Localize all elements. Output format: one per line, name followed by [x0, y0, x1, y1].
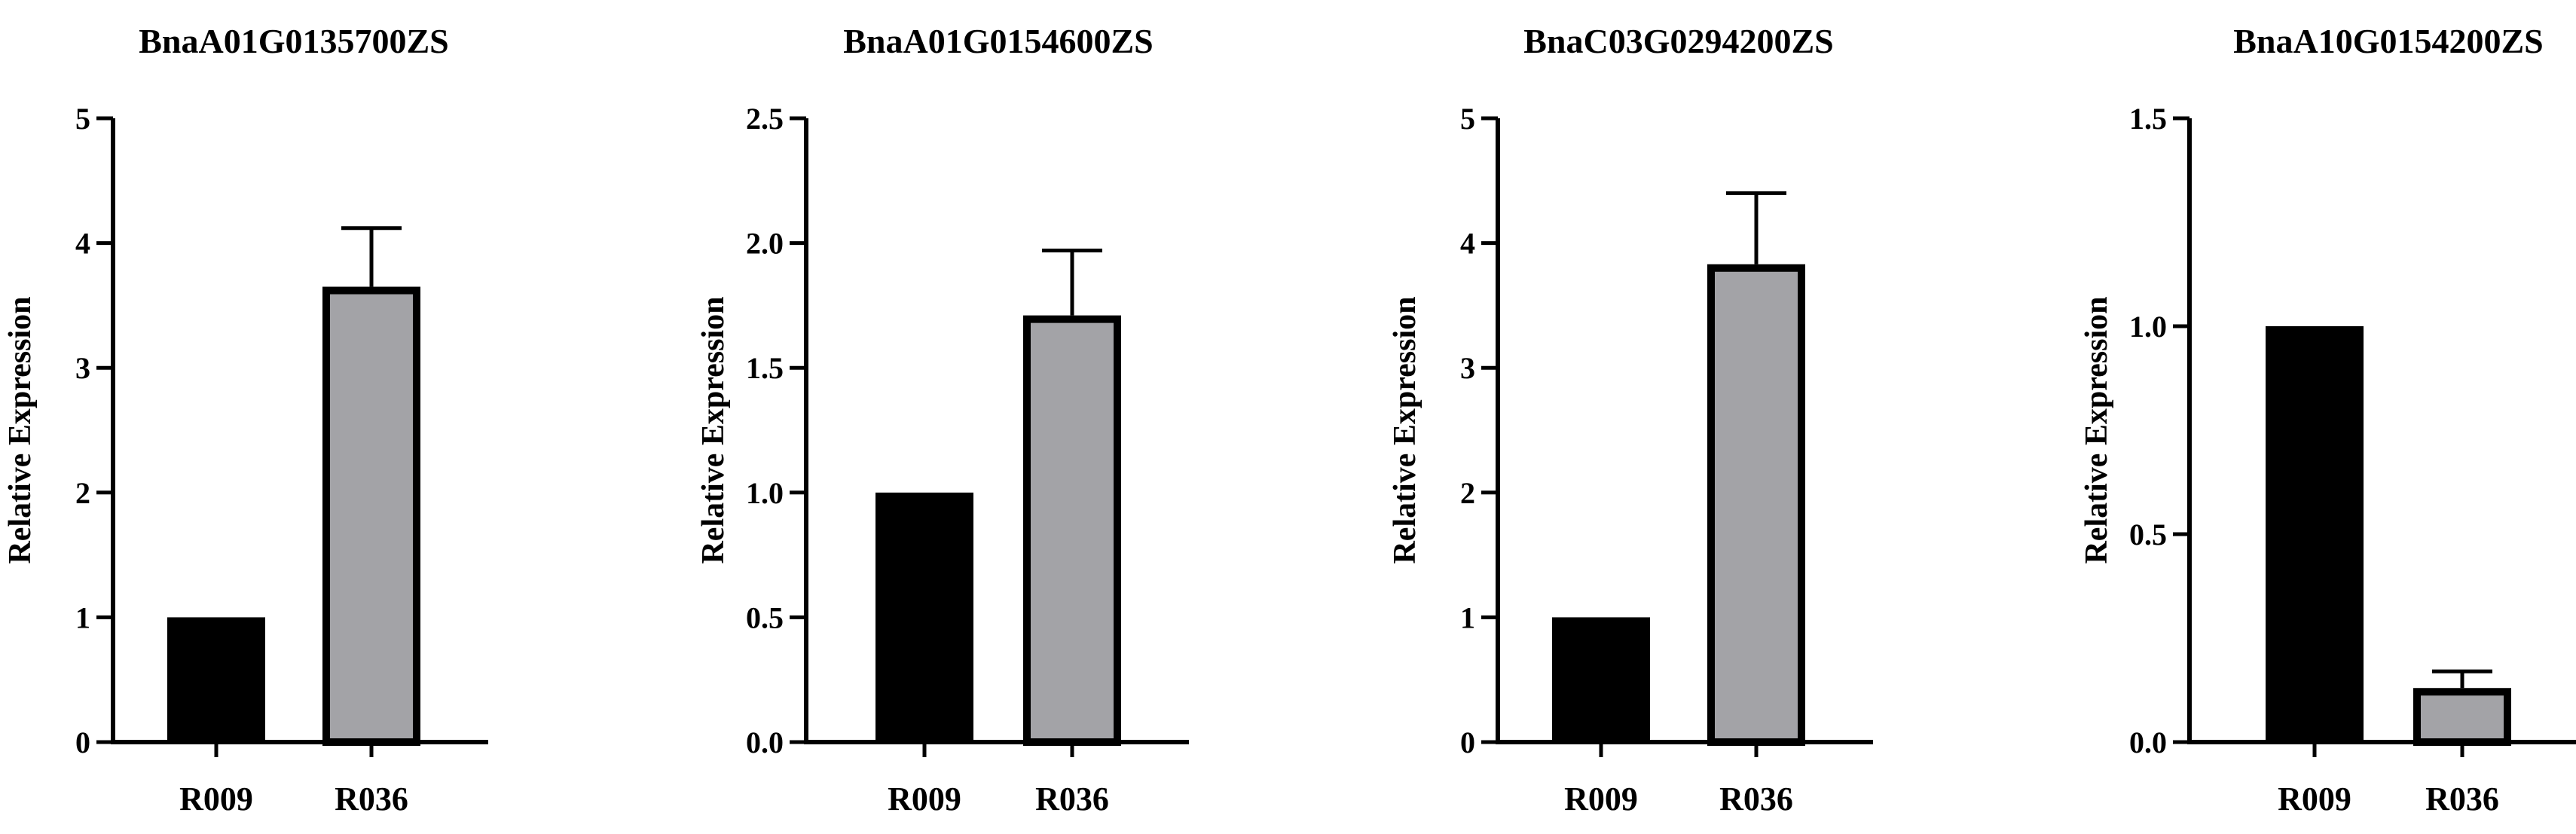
y-axis-label: Relative Expression [696, 296, 731, 564]
y-tick-label: 2.5 [746, 102, 784, 136]
chart-title: BnaA01G0135700ZS [139, 22, 449, 60]
bar [1023, 315, 1121, 746]
bar [1707, 264, 1805, 746]
y-tick-label: 1 [1460, 600, 1475, 634]
bar [875, 492, 973, 742]
y-tick-label: 0 [1460, 726, 1475, 759]
chart-title: BnaA10G0154200ZS [2233, 22, 2544, 60]
y-tick-label: 0.0 [746, 726, 784, 759]
y-tick-label: 0.0 [2129, 726, 2167, 759]
y-tick-label: 2 [1460, 476, 1475, 510]
y-tick-label: 0.5 [2129, 518, 2167, 551]
y-tick-label: 0.5 [746, 600, 784, 634]
x-tick-label: R009 [2278, 781, 2351, 817]
chart-title: BnaC03G0294200ZS [1523, 22, 1834, 60]
bar [1552, 617, 1650, 742]
y-tick-label: 1.0 [746, 476, 784, 510]
x-tick-label: R009 [888, 781, 961, 817]
y-tick-label: 5 [1460, 102, 1475, 136]
y-tick-label: 1 [75, 600, 90, 634]
bar [167, 617, 265, 742]
y-tick-label: 1.5 [746, 351, 784, 385]
y-axis-label: Relative Expression [1388, 296, 1422, 564]
x-tick-label: R036 [1719, 781, 1793, 817]
y-axis-label: Relative Expression [2079, 296, 2114, 564]
y-tick-label: 1.0 [2129, 310, 2167, 344]
y-tick-label: 2 [75, 476, 90, 510]
x-tick-label: R036 [1035, 781, 1109, 817]
y-tick-label: 1.5 [2129, 102, 2167, 136]
x-tick-label: R036 [2425, 781, 2499, 817]
x-tick-label: R009 [1564, 781, 1638, 817]
chart-title: BnaA01G0154600ZS [843, 22, 1154, 60]
y-tick-label: 3 [1460, 351, 1475, 385]
y-tick-label: 4 [1460, 227, 1475, 261]
y-axis-label: Relative Expression [3, 296, 38, 564]
x-tick-label: R009 [179, 781, 253, 817]
y-tick-label: 3 [75, 351, 90, 385]
y-tick-label: 4 [75, 227, 90, 261]
y-tick-label: 5 [75, 102, 90, 136]
bar [322, 286, 420, 746]
x-tick-label: R036 [335, 781, 408, 817]
bar [2413, 688, 2511, 746]
y-tick-label: 2.0 [746, 227, 784, 261]
y-tick-label: 0 [75, 726, 90, 759]
bar [2266, 326, 2364, 742]
